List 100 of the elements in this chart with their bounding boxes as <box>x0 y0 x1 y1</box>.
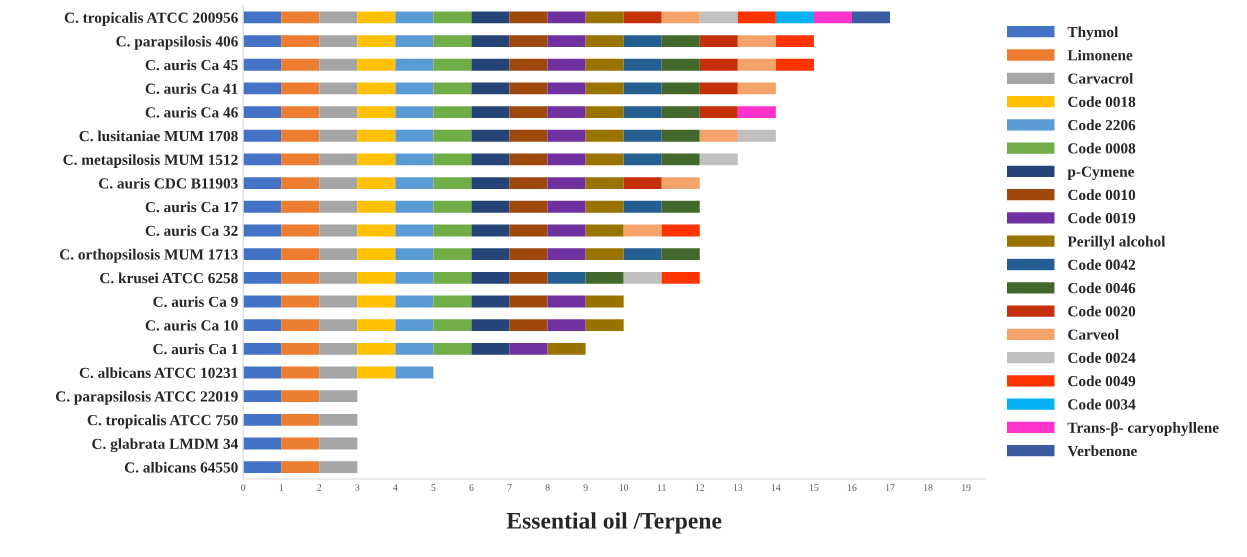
bar <box>357 58 396 71</box>
bar <box>547 271 586 284</box>
y-tick-label: C. auris Ca 45 <box>145 59 238 71</box>
bar <box>357 177 396 190</box>
bar <box>661 82 700 95</box>
bar <box>243 82 282 95</box>
bar <box>281 224 320 237</box>
bar <box>243 319 282 332</box>
y-tick-label: C. metapsilosis MUM 1512 <box>63 154 238 168</box>
bar <box>623 224 662 237</box>
bar <box>243 129 282 142</box>
bar <box>243 437 282 450</box>
bar <box>395 129 434 142</box>
bar <box>319 366 358 379</box>
bar <box>699 129 738 142</box>
bar <box>395 177 434 190</box>
bar <box>851 11 891 24</box>
bar <box>319 295 358 308</box>
y-tick-label: C. auris Ca 41 <box>145 83 238 94</box>
bar <box>433 295 472 308</box>
bar <box>471 271 510 284</box>
bar <box>661 200 700 213</box>
bar <box>243 342 282 355</box>
legend-label: p-Cymene <box>1067 166 1135 180</box>
bar <box>395 35 434 47</box>
bar <box>623 129 662 142</box>
bar <box>737 11 776 24</box>
bar <box>509 35 548 47</box>
bar <box>243 366 282 379</box>
bar <box>509 106 548 119</box>
y-tick-label: C. auris Ca 46 <box>145 106 238 118</box>
legend-label: Code 0018 <box>1068 96 1136 107</box>
bar <box>585 58 624 71</box>
y-tick-label: C. parapsilosis ATCC 22019 <box>55 390 238 405</box>
bar <box>357 35 396 47</box>
bar <box>775 11 814 24</box>
bar <box>471 106 510 119</box>
bar <box>281 129 320 142</box>
bar <box>433 153 472 166</box>
bar <box>699 35 738 47</box>
bar <box>585 319 624 332</box>
bar <box>281 437 320 450</box>
legend-label: Limonene <box>1067 49 1133 61</box>
y-tick-label: C. lusitaniae MUM 1708 <box>79 130 238 142</box>
bar <box>661 177 700 190</box>
bar <box>243 224 282 237</box>
bar <box>509 82 548 95</box>
bar <box>281 366 320 379</box>
bar <box>547 177 586 190</box>
y-tick-label: C. krusei ATCC 6258 <box>100 272 238 284</box>
y-tick-label: C. albicans ATCC 10231 <box>79 367 238 379</box>
bar <box>281 106 320 119</box>
bar <box>661 129 700 142</box>
bar <box>243 390 282 403</box>
x-tick-label: 9 <box>583 484 588 491</box>
legend-label: Code 0020 <box>1068 305 1136 317</box>
bar <box>585 224 624 237</box>
bar <box>509 129 548 142</box>
bar <box>661 106 700 119</box>
bar <box>509 153 548 166</box>
bar <box>737 129 776 142</box>
x-tick-label: 16 <box>847 484 857 491</box>
bar <box>281 153 320 166</box>
bar <box>281 11 320 24</box>
bar <box>395 11 434 24</box>
bar <box>509 319 548 332</box>
bar <box>547 319 586 332</box>
y-tick-label: C. auris Ca 17 <box>145 201 238 213</box>
bar <box>623 11 662 24</box>
bar <box>737 82 776 95</box>
bar <box>509 11 548 24</box>
bar <box>319 58 358 71</box>
x-tick-label: 6 <box>469 484 474 491</box>
bar <box>699 82 738 95</box>
x-tick-label: 0 <box>241 484 246 491</box>
x-tick-label: 15 <box>809 484 819 491</box>
y-tick-label: C. auris CDC B11903 <box>98 177 238 189</box>
bar <box>357 271 396 284</box>
bar <box>547 248 586 261</box>
bar <box>661 248 700 261</box>
bar <box>319 271 358 284</box>
bar <box>319 224 358 237</box>
bar <box>243 461 282 474</box>
bar <box>433 342 472 355</box>
x-tick-label: 1 <box>279 484 284 491</box>
bar <box>243 35 282 47</box>
y-tick-label: C. auris Ca 1 <box>153 343 238 355</box>
bar <box>471 129 510 142</box>
bar <box>623 248 662 261</box>
legend-label: Code 0019 <box>1068 212 1136 224</box>
bar <box>775 58 814 71</box>
bar <box>395 366 434 379</box>
bar <box>585 177 624 190</box>
bar <box>661 58 700 71</box>
bar <box>319 342 358 355</box>
bar <box>395 200 434 213</box>
legend-label: Thymol <box>1067 26 1119 41</box>
bar <box>661 11 700 24</box>
x-tick-label: 11 <box>657 484 666 491</box>
bar <box>623 271 662 284</box>
